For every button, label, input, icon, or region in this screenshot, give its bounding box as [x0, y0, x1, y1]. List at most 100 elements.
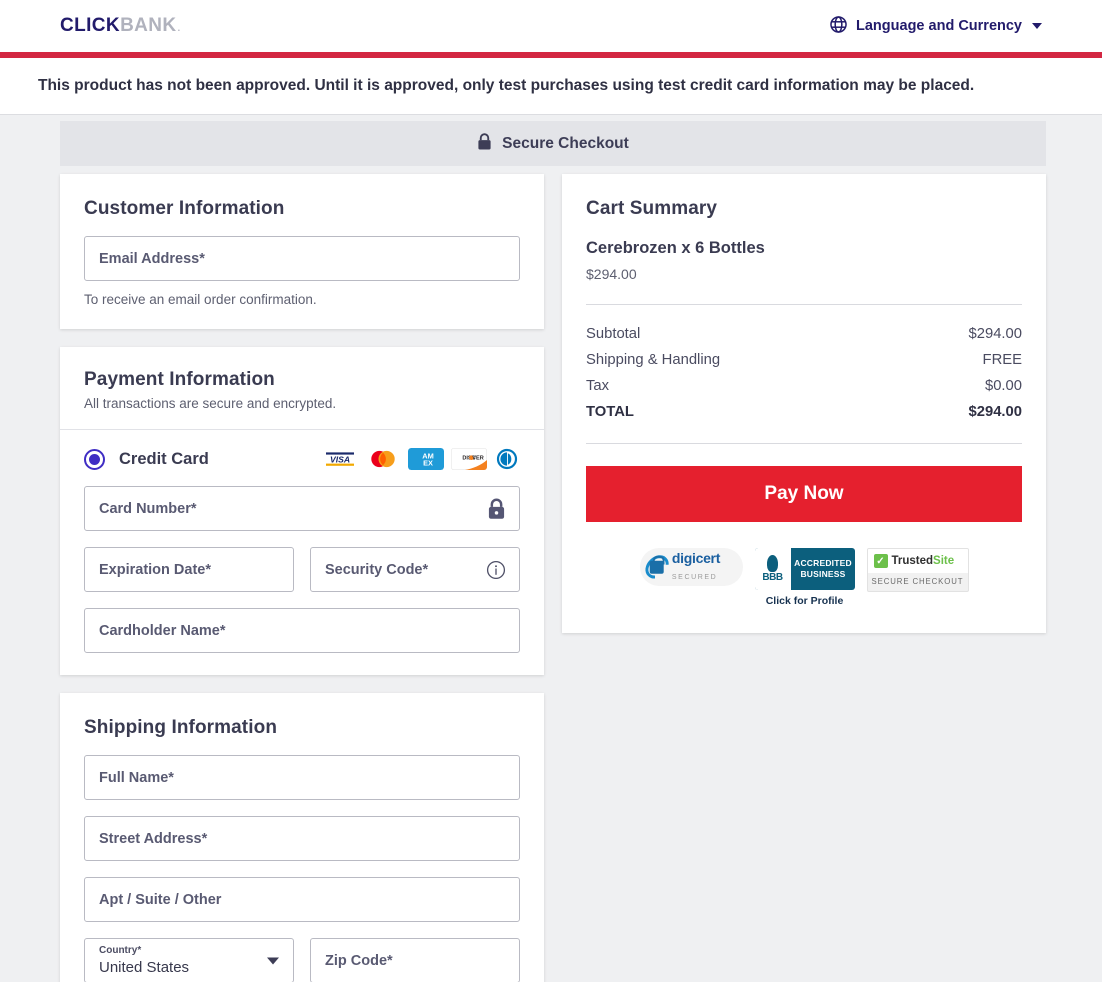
trustedsite-name-second: Site	[933, 555, 955, 567]
country-select-value: United States	[99, 959, 190, 976]
cart-line-subtotal: Subtotal $294.00	[586, 321, 1022, 347]
full-name-placeholder: Full Name*	[99, 769, 174, 786]
cart-total-value: $294.00	[968, 404, 1023, 420]
card-number-placeholder: Card Number*	[99, 500, 197, 517]
cart-line-label: Shipping & Handling	[586, 352, 721, 368]
mastercard-icon	[365, 448, 401, 470]
site-header: CLICK BANK. Language and Currency	[0, 0, 1102, 52]
cart-line-label: Tax	[586, 378, 610, 394]
checkout-columns: Customer Information Email Address* To r…	[60, 174, 1046, 982]
lock-icon	[487, 498, 506, 519]
cart-summary-title: Cart Summary	[586, 198, 718, 219]
trustedsite-badge[interactable]: ✓ TrustedSite SECURE CHECKOUT	[866, 548, 969, 592]
secure-checkout-bar: Secure Checkout	[60, 121, 1046, 166]
cart-summary-column: Cart Summary Cerebrozen x 6 Bottles $294…	[562, 174, 1046, 982]
language-currency-selector[interactable]: Language and Currency	[829, 15, 1042, 38]
approval-alert-banner: This product has not been approved. Unti…	[0, 58, 1102, 115]
bbb-torch-icon	[767, 555, 778, 572]
amex-icon: AM EX	[408, 448, 444, 470]
shipping-information-card: Shipping Information Full Name* Street A…	[60, 693, 544, 982]
cart-item-name: Cerebrozen x 6 Bottles	[586, 239, 765, 257]
chevron-down-icon	[267, 957, 279, 964]
credit-card-label: Credit Card	[119, 449, 209, 468]
cardholder-name-field[interactable]: Cardholder Name*	[84, 608, 520, 653]
bbb-line-1: ACCREDITED	[794, 558, 852, 568]
info-icon[interactable]	[486, 560, 506, 580]
cart-line-shipping: Shipping & Handling FREE	[586, 347, 1022, 373]
full-name-field[interactable]: Full Name*	[84, 755, 520, 800]
street-address-placeholder: Street Address*	[99, 830, 208, 847]
payment-information-card: Payment Information All transactions are…	[60, 347, 544, 675]
cart-divider-bottom	[586, 443, 1022, 444]
clickbank-logo[interactable]: CLICK BANK.	[60, 15, 180, 37]
svg-text:EX: EX	[423, 459, 433, 468]
discover-icon: DISC VER	[451, 448, 487, 470]
diners-club-icon	[494, 448, 520, 470]
credit-card-radio[interactable]	[84, 448, 105, 470]
lock-icon	[477, 132, 492, 155]
cart-line-value: FREE	[982, 352, 1022, 368]
country-select[interactable]: Country* United States	[84, 938, 294, 982]
expiration-date-field[interactable]: Expiration Date*	[84, 547, 294, 592]
approval-alert-message: This product has not been approved. Unti…	[38, 77, 975, 94]
cart-summary-card: Cart Summary Cerebrozen x 6 Bottles $294…	[562, 174, 1046, 633]
cart-line-value: $294.00	[968, 326, 1023, 342]
visa-icon: VISA	[322, 448, 358, 470]
apt-suite-field[interactable]: Apt / Suite / Other	[84, 877, 520, 922]
customer-information-card: Customer Information Email Address* To r…	[60, 174, 544, 329]
checkout-form-column: Customer Information Email Address* To r…	[60, 174, 544, 982]
digicert-lock-icon	[640, 550, 674, 584]
logo-text-primary: CLICK	[60, 15, 121, 36]
cart-total-label: TOTAL	[586, 404, 634, 420]
country-select-label: Country*	[99, 945, 142, 956]
alert-accent-rule	[0, 52, 1102, 58]
logo-trademark: .	[177, 23, 181, 33]
email-hint: To receive an email order confirmation.	[84, 292, 317, 307]
digicert-name: digicert	[671, 550, 721, 566]
svg-text:VER: VER	[472, 456, 484, 462]
radio-selected-dot	[89, 453, 100, 465]
logo-text-secondary: BANK	[120, 15, 177, 36]
cardholder-name-placeholder: Cardholder Name*	[99, 622, 226, 639]
trust-badges: digicert SECURED BBB	[586, 548, 1022, 607]
payment-information-subtitle: All transactions are secure and encrypte…	[84, 396, 337, 411]
cart-line-tax: Tax $0.00	[586, 373, 1022, 399]
payment-information-title: Payment Information	[84, 369, 275, 390]
email-field-placeholder: Email Address*	[99, 250, 205, 267]
cart-divider	[586, 304, 1022, 305]
globe-icon	[829, 15, 848, 38]
bbb-caption: Click for Profile	[765, 595, 844, 607]
trustedsite-name-first: Trusted	[891, 555, 934, 567]
secure-checkout-label: Secure Checkout	[502, 134, 629, 152]
security-code-placeholder: Security Code*	[325, 561, 429, 578]
pay-now-button[interactable]: Pay Now	[586, 466, 1022, 522]
shipping-information-title: Shipping Information	[84, 717, 278, 738]
accepted-card-brands: VISA	[322, 448, 520, 470]
digicert-subtitle: SECURED	[671, 574, 718, 581]
bbb-badge[interactable]: BBB ACCREDITED BUSINESS Click for Profil…	[754, 548, 855, 607]
card-number-field[interactable]: Card Number*	[84, 486, 520, 531]
bbb-mark: BBB	[762, 572, 783, 583]
cart-line-value: $0.00	[984, 378, 1022, 394]
cart-line-label: Subtotal	[586, 326, 641, 342]
credit-card-option[interactable]: Credit Card	[84, 448, 209, 470]
email-field[interactable]: Email Address*	[84, 236, 520, 281]
chevron-down-icon	[1032, 23, 1042, 29]
check-icon: ✓	[873, 554, 888, 568]
customer-information-title: Customer Information	[84, 198, 285, 219]
expiration-date-placeholder: Expiration Date*	[99, 561, 211, 578]
payment-method-row: Credit Card VISA	[84, 448, 520, 470]
cart-item-price: $294.00	[586, 266, 637, 282]
bbb-line-2: BUSINESS	[800, 569, 846, 579]
svg-text:VISA: VISA	[330, 454, 350, 464]
language-currency-label: Language and Currency	[856, 18, 1022, 34]
svg-text:DISC: DISC	[462, 456, 475, 462]
cart-line-total: TOTAL $294.00	[586, 399, 1022, 425]
digicert-badge[interactable]: digicert SECURED	[639, 548, 743, 586]
security-code-field[interactable]: Security Code*	[310, 547, 520, 592]
checkout-page: Secure Checkout Customer Information Ema…	[0, 115, 1102, 982]
apt-suite-placeholder: Apt / Suite / Other	[99, 891, 222, 908]
street-address-field[interactable]: Street Address*	[84, 816, 520, 861]
svg-text:AM: AM	[422, 452, 434, 461]
zip-code-field[interactable]: Zip Code*	[310, 938, 520, 982]
